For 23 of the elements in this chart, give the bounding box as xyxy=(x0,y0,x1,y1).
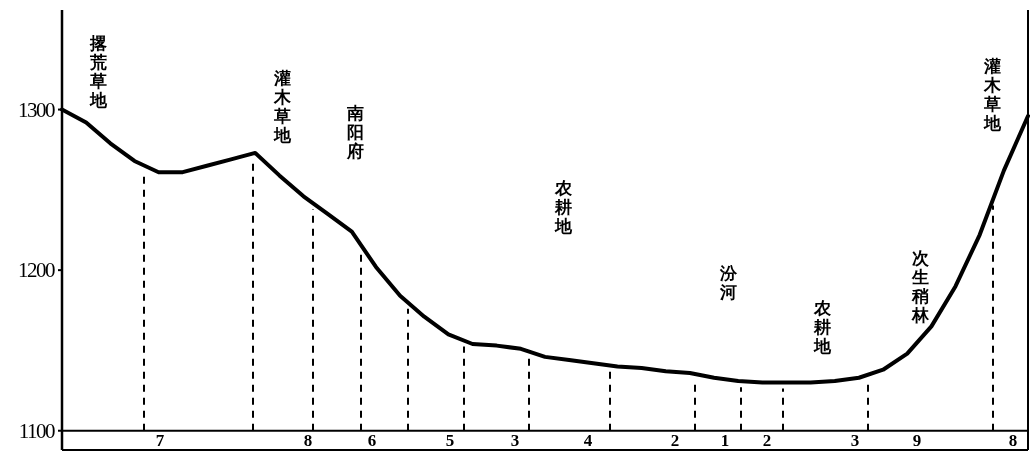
annotation: 4 xyxy=(583,431,593,450)
annotation: 南阳府 xyxy=(345,104,364,161)
y-tick-label: 1100 xyxy=(18,418,55,443)
annotation: 农耕地 xyxy=(812,299,832,356)
annotation: 汾河 xyxy=(718,264,738,302)
y-tick-label: 1300 xyxy=(18,97,55,122)
annotation: 9 xyxy=(912,431,922,450)
annotation: 1 xyxy=(720,431,730,450)
annotation: 灌木草地 xyxy=(272,69,292,145)
annotation: 2 xyxy=(670,431,680,450)
annotation: 7 xyxy=(155,431,165,450)
annotation: 撂荒草地 xyxy=(88,34,108,110)
annotation: 3 xyxy=(510,431,520,450)
annotation: 农耕地 xyxy=(553,179,573,236)
annotation: 3 xyxy=(850,431,860,450)
annotation: 灌木草地 xyxy=(982,57,1002,133)
annotation: 5 xyxy=(445,431,455,450)
annotation: 2 xyxy=(762,431,772,450)
y-tick-label: 1200 xyxy=(18,258,55,283)
annotation: 8 xyxy=(303,431,313,450)
annotation: 6 xyxy=(367,431,377,450)
annotation: 8 xyxy=(1008,431,1018,450)
annotation: 次生稍林 xyxy=(910,249,930,325)
